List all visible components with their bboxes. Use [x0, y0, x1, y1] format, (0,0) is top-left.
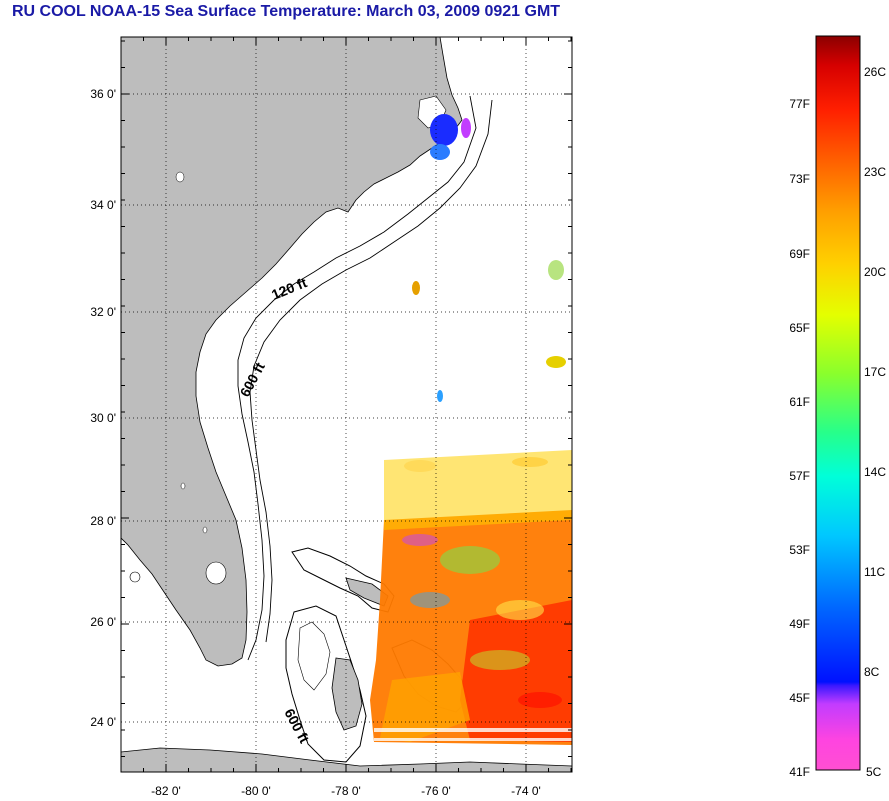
lat-label: 34 0' — [90, 198, 116, 212]
cuba-coast — [121, 747, 572, 772]
sst-cold-patch — [430, 114, 458, 146]
sst-patch — [412, 281, 420, 295]
colorbar-f-label: 41F — [789, 765, 810, 779]
lat-label: 28 0' — [90, 514, 116, 528]
lake — [180, 482, 186, 490]
sst-patch — [548, 260, 564, 280]
colorbar-gradient — [815, 35, 861, 771]
colorbar-f-label: 61F — [789, 395, 810, 409]
colorbar-c-label: 20C — [864, 265, 886, 279]
colorbar-f-label: 45F — [789, 691, 810, 705]
andros-island — [331, 657, 363, 731]
isobath-600ft — [249, 99, 493, 643]
sst-patch — [546, 356, 566, 368]
sst-patch — [402, 534, 438, 546]
lat-label: 30 0' — [90, 411, 116, 425]
lat-label: 36 0' — [90, 87, 116, 101]
lat-label: 26 0' — [90, 615, 116, 629]
sst-patch — [470, 650, 530, 670]
lon-label: -80 0' — [241, 784, 271, 798]
map-grid — [121, 37, 572, 772]
lon-label: -76 0' — [421, 784, 451, 798]
map-ticks — [120, 37, 572, 772]
colorbar-f-label: 65F — [789, 321, 810, 335]
longitude-labels: -82 0' -80 0' -78 0' -76 0' -74 0' — [151, 784, 541, 798]
sst-data-layer — [370, 114, 572, 745]
colorbar-c-label: 26C — [864, 65, 886, 79]
colorbar-f-label: 57F — [789, 469, 810, 483]
bahamas-bank-great — [285, 605, 367, 763]
sst-patch — [440, 546, 500, 574]
sst-patch — [496, 600, 544, 620]
latitude-labels: 36 0' 34 0' 32 0' 30 0' 28 0' 26 0' 24 0… — [90, 87, 116, 729]
sst-patch — [410, 592, 450, 608]
sst-cold-patch — [461, 118, 471, 138]
lon-label: -82 0' — [151, 784, 181, 798]
colorbar-f-label: 49F — [789, 617, 810, 631]
colorbar-c-label: 5C — [866, 765, 882, 779]
colorbar-c-label: 8C — [864, 665, 880, 679]
lon-label: -78 0' — [331, 784, 361, 798]
colorbar-f-label: 73F — [789, 172, 810, 186]
sst-patch — [404, 460, 436, 472]
colorbar-celsius-labels: 26C 23C 20C 17C 14C 11C 8C 5C — [864, 65, 886, 779]
sst-patch — [512, 457, 548, 467]
lake — [175, 171, 185, 183]
colorbar-f-label: 77F — [789, 97, 810, 111]
sst-red-region — [460, 600, 572, 742]
colorbar-c-label: 11C — [864, 565, 885, 579]
lon-label: -74 0' — [511, 784, 541, 798]
bahamas-contour — [297, 621, 331, 691]
lake-okeechobee — [205, 561, 227, 585]
colorbar-f-label: 53F — [789, 543, 810, 557]
sst-patch — [518, 692, 562, 708]
lat-label: 24 0' — [90, 715, 116, 729]
sst-scanline — [374, 728, 572, 732]
colorbar-f-label: 69F — [789, 247, 810, 261]
map-title: RU COOL NOAA-15 Sea Surface Temperature:… — [12, 3, 561, 20]
sst-orange-region — [380, 672, 470, 742]
lat-label: 32 0' — [90, 305, 116, 319]
lake — [202, 526, 208, 534]
colorbar-c-label: 17C — [864, 365, 886, 379]
colorbar-fahrenheit-labels: 77F 73F 69F 65F 61F 57F 53F 49F 45F 41F — [789, 97, 810, 779]
sst-patch — [437, 390, 443, 402]
sst-scanline — [374, 738, 572, 741]
colorbar: 77F 73F 69F 65F 61F 57F 53F 49F 45F 41F … — [789, 35, 886, 779]
colorbar-c-label: 14C — [864, 465, 886, 479]
sst-cold-patch — [430, 144, 450, 160]
map-area — [121, 37, 572, 772]
lake — [129, 571, 141, 583]
colorbar-c-label: 23C — [864, 165, 886, 179]
